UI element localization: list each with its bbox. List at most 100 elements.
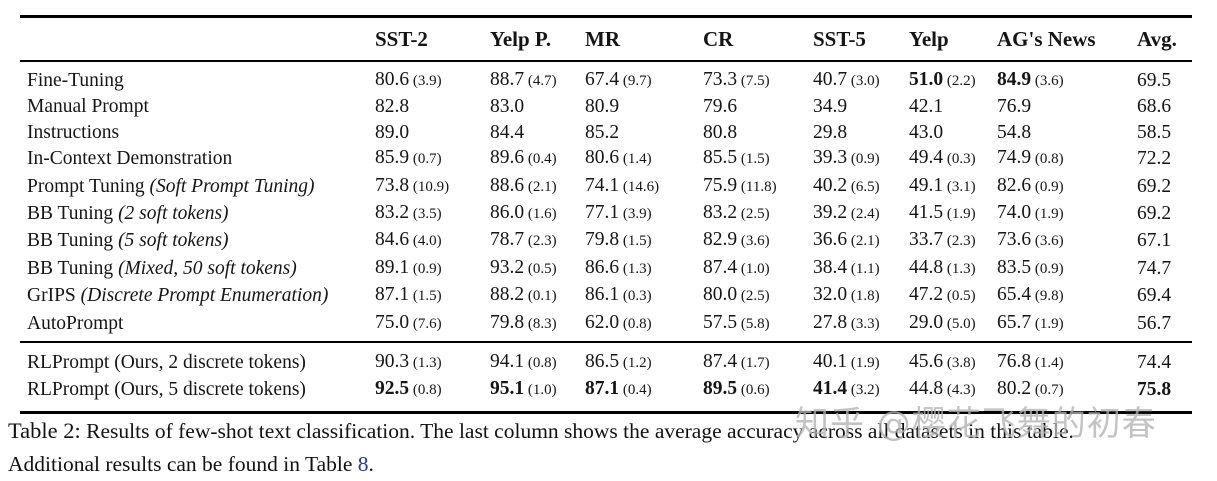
std-dev-value: (1.9) [1031, 315, 1064, 332]
table-row: Fine-Tuning 80.6 (3.9) 88.7 (4.7) 67.4 (9.7… [20, 61, 1192, 94]
std-dev-value: (2.3) [524, 233, 557, 250]
std-dev-value: (4.3) [943, 382, 976, 399]
value-cell: 82.8 [375, 94, 490, 119]
value-cell: 57.5 (5.8) [703, 310, 813, 342]
std-dev-value: (0.7) [1031, 382, 1064, 399]
value-cell: 93.2 (0.5) [490, 255, 585, 282]
value-cell: 83.2 (2.5) [703, 200, 813, 227]
accuracy-value: 87.1 [585, 378, 620, 400]
value-cell: 40.2 (6.5) [813, 173, 909, 200]
accuracy-value: 88.7 [490, 69, 525, 90]
std-dev-value: (0.5) [524, 260, 557, 277]
value-cell: 74.9 (0.8) [997, 145, 1137, 172]
table-row: Manual Prompt 82.8 83.0 80.9 79.6 34.9 42.1 76.… [20, 94, 1192, 119]
accuracy-value: 79.8 [585, 229, 620, 251]
accuracy-value: 49.1 [909, 174, 944, 196]
accuracy-value: 69.2 [1137, 175, 1172, 197]
table-row: Prompt Tuning (Soft Prompt Tuning) 73.8 (… [20, 173, 1192, 200]
std-dev-value: (0.8) [1031, 151, 1064, 168]
std-dev-value: (1.4) [619, 151, 652, 168]
accuracy-value: 74.4 [1137, 352, 1172, 374]
std-dev-value: (3.8) [943, 355, 976, 372]
value-cell: 68.6 [1137, 94, 1192, 119]
accuracy-value: 74.9 [997, 147, 1032, 169]
method-cell: In-Context Demonstration [20, 145, 375, 172]
std-dev-value: (2.3) [943, 233, 976, 250]
accuracy-value: 69.2 [1137, 203, 1172, 225]
method-cell: Prompt Tuning (Soft Prompt Tuning) [20, 173, 375, 200]
accuracy-value: 95.1 [490, 378, 525, 400]
table-row: In-Context Demonstration 85.9 (0.7) 89.6 (… [20, 145, 1192, 172]
column-header: Avg. [1137, 27, 1177, 51]
method-cell: GrIPS (Discrete Prompt Enumeration) [20, 282, 375, 309]
method-name: GrIPS [27, 285, 76, 307]
accuracy-value: 39.2 [813, 202, 848, 224]
std-dev-value: (10.9) [409, 178, 450, 195]
accuracy-value: 76.9 [997, 96, 1032, 118]
std-dev-value: (1.3) [409, 355, 442, 372]
method-name: BB Tuning [27, 203, 114, 225]
value-cell: 89.5 (0.6) [703, 376, 813, 412]
column-header: MR [585, 27, 620, 51]
value-cell: 34.9 [813, 94, 909, 119]
std-dev-value: (0.4) [524, 151, 557, 168]
table-row: AutoPrompt 75.0 (7.6) 79.8 (8.3) 62.0 (0.8)… [20, 310, 1192, 342]
value-cell: 49.1 (3.1) [909, 173, 997, 200]
std-dev-value: (2.1) [524, 178, 557, 195]
value-cell: 73.8 (10.9) [375, 173, 490, 200]
value-cell: 80.9 [585, 94, 703, 119]
std-dev-value: (0.1) [524, 288, 557, 305]
std-dev-value: (0.5) [943, 288, 976, 305]
accuracy-value: 27.8 [813, 311, 848, 333]
accuracy-value: 40.2 [813, 174, 848, 196]
value-cell: 29.0 (5.0) [909, 310, 997, 342]
value-cell: 84.4 [490, 120, 585, 145]
method-cell: AutoPrompt [20, 310, 375, 342]
table-row: BB Tuning (Mixed, 50 soft tokens) 89.1 (0… [20, 255, 1192, 282]
accuracy-value: 84.4 [490, 121, 525, 143]
value-cell: 43.0 [909, 120, 997, 145]
accuracy-value: 73.8 [375, 174, 410, 196]
accuracy-value: 83.0 [490, 96, 525, 118]
value-cell: 45.6 (3.8) [909, 341, 997, 377]
value-cell: 74.7 [1137, 255, 1192, 282]
method-note: (Mixed, 50 soft tokens) [113, 257, 297, 279]
value-cell: 62.0 (0.8) [585, 310, 703, 342]
std-dev-value: (8.3) [524, 315, 557, 332]
value-cell: 87.1 (1.5) [375, 282, 490, 309]
table-header: SST-2 Yelp P. MR CR SST-5 Yelp AG's News Avg. [20, 17, 1192, 61]
std-dev-value: (9.8) [1031, 288, 1064, 305]
accuracy-value: 51.0 [909, 69, 944, 90]
value-cell: 89.1 (0.9) [375, 255, 490, 282]
std-dev-value: (0.9) [1031, 178, 1064, 195]
value-cell: 94.1 (0.8) [490, 341, 585, 377]
std-dev-value: (1.8) [847, 288, 880, 305]
std-dev-value: (6.5) [847, 178, 880, 195]
accuracy-value: 83.5 [997, 256, 1032, 278]
value-cell: 79.8 (1.5) [585, 227, 703, 254]
table-row: Instructions 89.0 84.4 85.2 80.8 29.8 43.0 54.8… [20, 120, 1192, 145]
value-cell: 89.0 [375, 120, 490, 145]
accuracy-value: 80.6 [585, 147, 620, 169]
value-cell: 78.7 (2.3) [490, 227, 585, 254]
std-dev-value: (0.4) [619, 382, 652, 399]
table-8-reference-link[interactable]: 8 [357, 452, 369, 476]
accuracy-value: 82.9 [703, 229, 738, 251]
value-cell: 75.8 [1137, 376, 1192, 412]
table-row: BB Tuning (2 soft tokens) 83.2 (3.5) 86.0 … [20, 200, 1192, 227]
value-cell: 74.1 (14.6) [585, 173, 703, 200]
accuracy-value: 41.4 [813, 378, 848, 400]
value-cell: 82.9 (3.6) [703, 227, 813, 254]
value-cell: 84.6 (4.0) [375, 227, 490, 254]
caption-line-2: Additional results can be found in Table… [8, 448, 1208, 481]
value-cell: 67.4 (9.7) [585, 61, 703, 94]
accuracy-value: 49.4 [909, 147, 944, 169]
std-dev-value: (3.9) [619, 206, 652, 223]
value-cell: 73.3 (7.5) [703, 61, 813, 94]
std-dev-value: (2.4) [847, 206, 880, 223]
accuracy-value: 87.1 [375, 284, 410, 306]
std-dev-value: (5.8) [737, 315, 770, 332]
accuracy-value: 89.1 [375, 256, 410, 278]
value-cell: 80.8 [703, 120, 813, 145]
accuracy-value: 85.2 [585, 121, 620, 143]
